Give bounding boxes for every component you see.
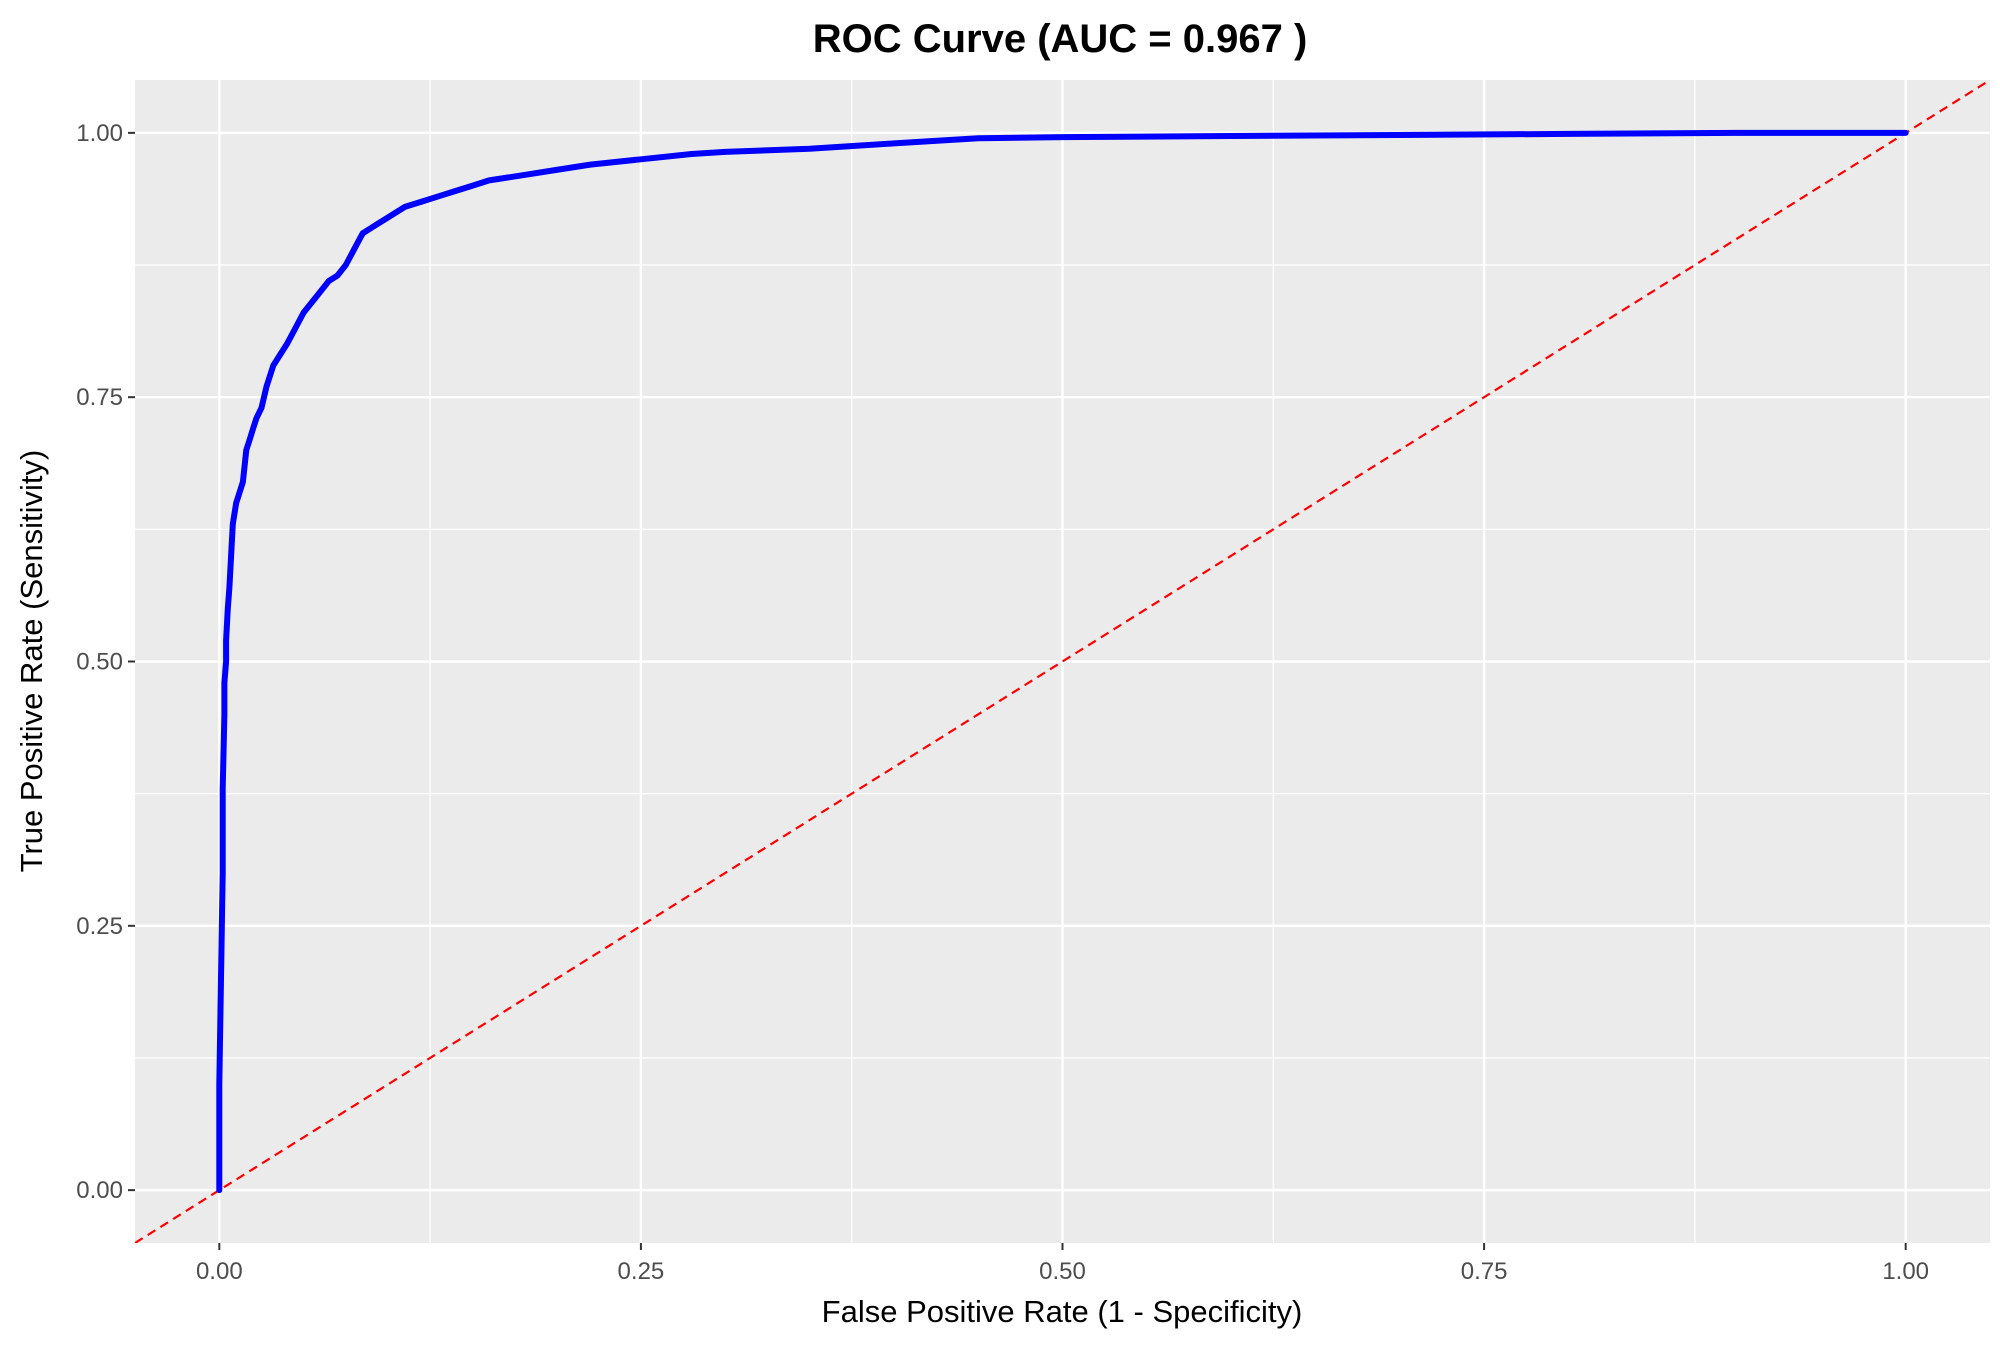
y-axis-title: True Positive Rate (Sensitivity) <box>14 450 49 873</box>
x-tick-label: 0.00 <box>196 1258 243 1285</box>
y-tick-label: 0.00 <box>76 1177 123 1204</box>
roc-curve-layer <box>216 129 1909 1194</box>
x-tick-label: 0.75 <box>1461 1258 1508 1285</box>
y-tick-label: 1.00 <box>76 120 123 147</box>
reference-line-layer <box>135 80 1990 1243</box>
diagonal-reference-line <box>135 80 1990 1243</box>
y-tick-label: 0.75 <box>76 384 123 411</box>
x-axis-title: False Positive Rate (1 - Specificity) <box>822 1294 1303 1329</box>
y-axis-ticks: 0.00 0.25 0.50 0.75 1.00 <box>76 120 135 1204</box>
y-tick-label: 0.50 <box>76 649 123 676</box>
roc-curve <box>216 129 1909 1194</box>
x-tick-label: 0.50 <box>1039 1258 1086 1285</box>
chart-title: ROC Curve (AUC = 0.967 ) <box>813 17 1308 61</box>
major-gridlines <box>135 80 1990 1243</box>
x-tick-label: 0.25 <box>618 1258 665 1285</box>
x-tick-label: 1.00 <box>1882 1258 1929 1285</box>
x-axis-ticks: 0.00 0.25 0.50 0.75 1.00 <box>196 1243 1929 1285</box>
y-tick-label: 0.25 <box>76 913 123 940</box>
